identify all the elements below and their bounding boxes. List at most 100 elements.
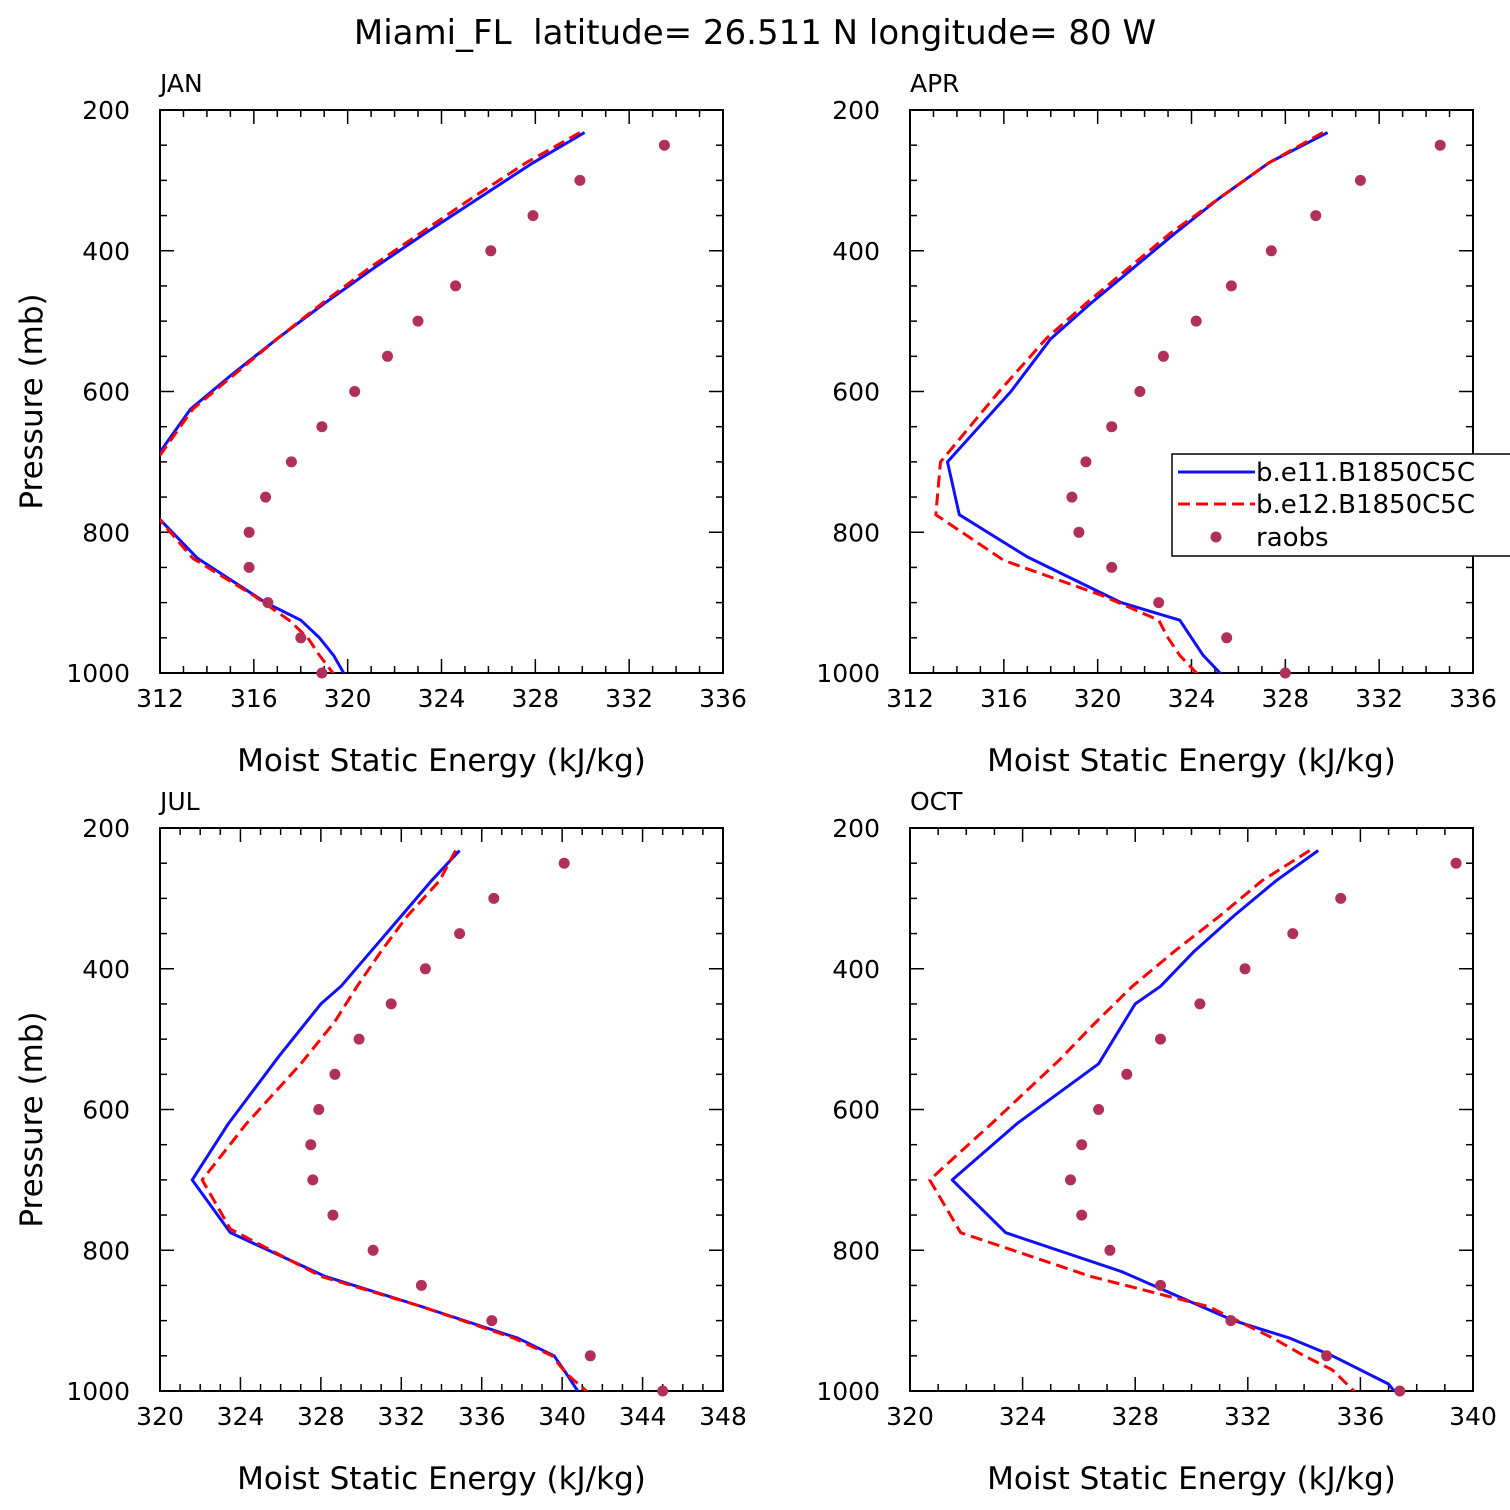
y-tick-label: 800	[832, 1236, 880, 1265]
raobs-point	[262, 597, 274, 609]
x-tick-label: 332	[1355, 684, 1403, 713]
panel-label: OCT	[910, 787, 963, 816]
panel-label: JUL	[158, 787, 200, 816]
raobs-point	[1394, 1385, 1406, 1397]
y-tick-label: 1000	[66, 659, 130, 688]
panel-label: APR	[910, 69, 960, 98]
raobs-point	[1080, 456, 1092, 468]
raobs-point	[1287, 928, 1299, 940]
plot-frame	[159, 827, 724, 1392]
raobs-point	[1335, 892, 1347, 904]
series-line-solid	[160, 131, 586, 673]
raobs-point	[349, 386, 361, 397]
raobs-point	[316, 421, 328, 433]
y-tick-label: 800	[82, 1236, 130, 1265]
series-line-solid	[190, 849, 580, 1391]
x-tick-label: 332	[1224, 1402, 1272, 1431]
x-axis-label: Moist Static Energy (kJ/kg)	[987, 743, 1396, 779]
series-group	[928, 849, 1397, 1391]
x-tick-label: 328	[1261, 684, 1309, 713]
series-line-dashed	[934, 131, 1324, 673]
raobs-point	[558, 857, 570, 869]
y-tick-label: 1000	[816, 659, 880, 688]
x-tick-label: 324	[418, 684, 466, 713]
series-line-solid	[946, 131, 1329, 673]
panel-apr: APR 312 316 320 324 328 332 336 200 400 600 800 1000…	[816, 69, 1496, 779]
raobs-point	[313, 1104, 325, 1115]
raobs-point	[305, 1139, 317, 1151]
raobs-point	[1093, 1104, 1105, 1115]
raobs-point	[1076, 1209, 1088, 1221]
raobs-point	[285, 456, 297, 468]
raobs-point	[1155, 1033, 1166, 1045]
raobs-point	[1450, 857, 1462, 869]
raobs-point	[385, 998, 397, 1010]
x-tick-label: 312	[136, 684, 184, 713]
x-tick-label: 312	[886, 684, 934, 713]
y-tick-label: 400	[832, 237, 880, 266]
raobs-point	[1434, 139, 1446, 151]
x-tick-label: 324	[999, 1402, 1047, 1431]
raobs-point	[412, 315, 424, 327]
series-group	[190, 849, 589, 1391]
x-tick-label: 336	[1337, 1402, 1385, 1431]
y-tick-label: 1000	[66, 1377, 130, 1406]
legend-label-2: b.e12.B1850C5C	[1256, 490, 1475, 520]
raobs-point	[1190, 315, 1202, 327]
y-axis-label: Pressure (mb)	[14, 293, 50, 509]
raobs-point	[1265, 245, 1277, 257]
y-tick-label: 400	[832, 955, 880, 984]
y-tick-label: 800	[832, 518, 880, 547]
x-axis-label: Moist Static Energy (kJ/kg)	[237, 743, 646, 779]
x-tick-label: 328	[1111, 1402, 1159, 1431]
raobs-point	[1155, 1279, 1166, 1291]
x-tick-label: 316	[980, 684, 1028, 713]
raobs-point	[1279, 667, 1291, 679]
series-line-solid	[950, 849, 1397, 1391]
raobs-point	[295, 632, 307, 644]
x-tick-label: 316	[230, 684, 278, 713]
x-tick-label: 336	[1449, 684, 1497, 713]
raobs-point	[450, 280, 462, 292]
raobs-point	[1354, 174, 1366, 186]
raobs-point	[1121, 1068, 1133, 1080]
x-tick-label: 336	[458, 1402, 506, 1431]
x-tick-label: 348	[699, 1402, 747, 1431]
raobs-point	[485, 245, 497, 257]
y-tick-label: 800	[82, 518, 130, 547]
x-tick-label: 320	[886, 1402, 934, 1431]
x-tick-label: 340	[538, 1402, 586, 1431]
x-tick-label: 344	[619, 1402, 667, 1431]
raobs-point	[574, 174, 586, 186]
y-tick-label: 200	[832, 96, 880, 125]
raobs-point	[316, 667, 328, 679]
x-tick-label: 340	[1449, 1402, 1497, 1431]
legend: b.e11.B1850C5C b.e12.B1850C5C raobs	[1171, 453, 1510, 557]
raobs-point	[657, 1385, 669, 1397]
x-tick-label: 324	[217, 1402, 265, 1431]
raobs-point	[584, 1350, 596, 1362]
raobs-point	[488, 892, 500, 904]
plot-frame	[909, 109, 1474, 674]
series-group	[934, 131, 1329, 673]
raobs-point	[329, 1068, 341, 1080]
raobs-point	[486, 1315, 498, 1327]
raobs-point	[1073, 526, 1085, 538]
raobs-point	[527, 210, 539, 222]
raobs-point	[307, 1174, 319, 1186]
plot-frame	[909, 827, 1474, 1392]
raobs-point	[415, 1279, 427, 1291]
raobs-point	[1104, 1244, 1116, 1256]
legend-label-1: b.e11.B1850C5C	[1256, 458, 1475, 488]
panel-label: JAN	[158, 69, 203, 98]
x-tick-label: 320	[136, 1402, 184, 1431]
y-tick-label: 200	[82, 96, 130, 125]
y-tick-label: 600	[832, 378, 880, 407]
legend-label-3: raobs	[1256, 523, 1329, 553]
x-axis-label: Moist Static Energy (kJ/kg)	[237, 1461, 646, 1497]
y-tick-label: 1000	[816, 1377, 880, 1406]
raobs-point	[1134, 386, 1146, 397]
page-title: Miami_FL latitude= 26.511 N longitude= 8…	[354, 13, 1156, 53]
series-line-dashed	[200, 849, 589, 1391]
